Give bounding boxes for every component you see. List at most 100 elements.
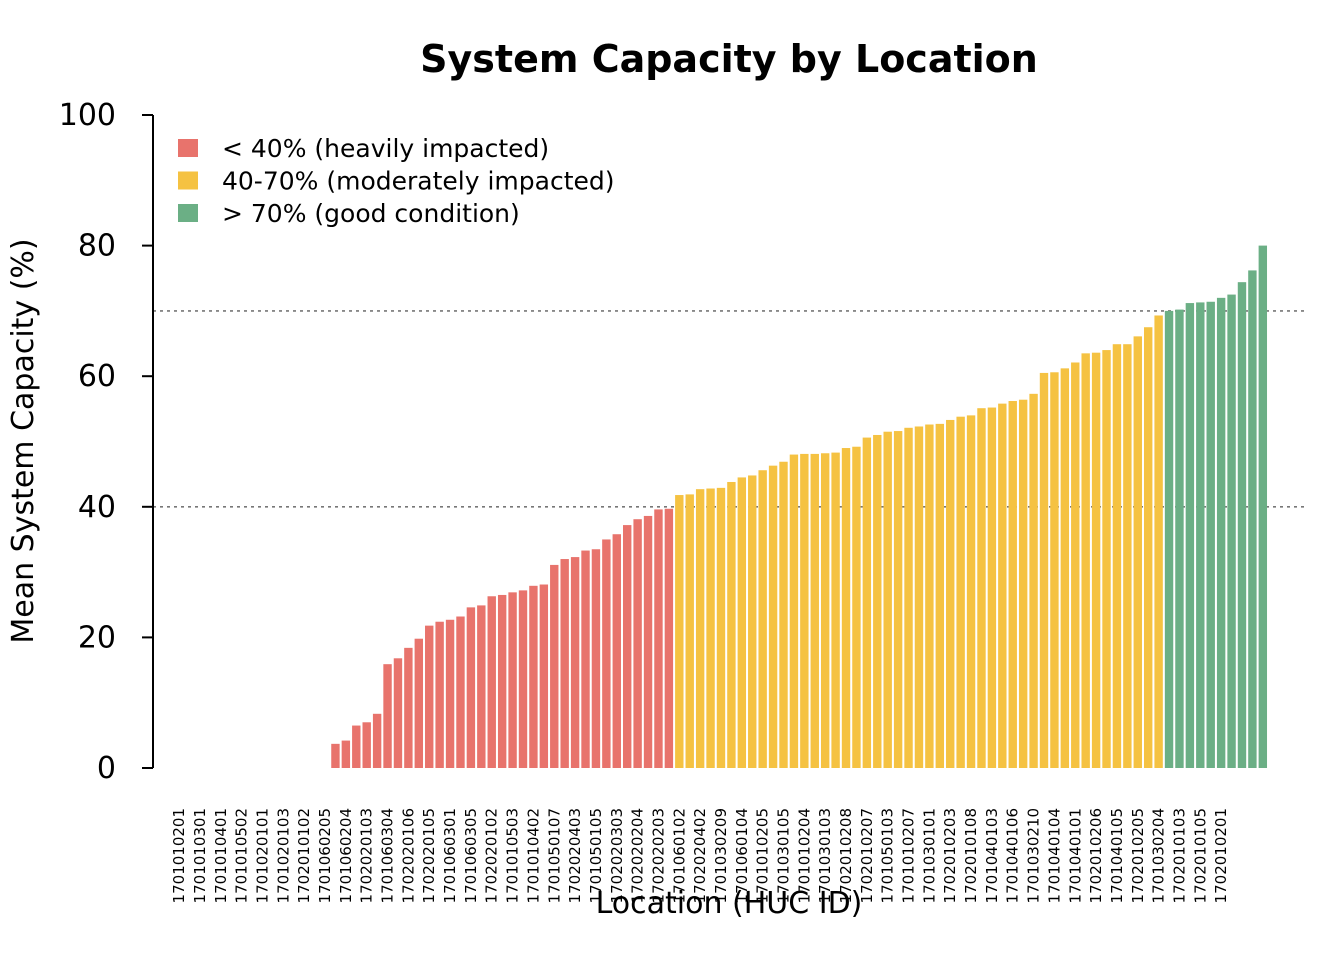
bar [987,407,997,768]
bar [800,453,809,768]
bar [841,448,851,768]
legend-label: 40-70% (moderately impacted) [222,167,615,196]
bar [445,619,455,768]
bar [1248,270,1257,768]
bar [1144,327,1153,768]
x-tick-label: 1701040104 [1045,808,1063,903]
bar [518,590,528,768]
bar [925,424,934,768]
bar [456,616,465,768]
bar [508,592,517,768]
x-tick-label: 1702020103 [358,808,376,903]
bar [341,740,351,768]
x-tick-label: 1702020204 [629,808,647,903]
bar [477,605,486,768]
x-tick-label: 1702010206 [1087,808,1105,903]
bar [1050,372,1059,768]
x-tick-label: 1702020303 [608,808,626,903]
x-tick-label: 1701010207 [900,808,918,903]
x-tick-label: 1702010102 [295,808,313,903]
bar [737,477,747,768]
x-tick-label: 1702020105 [420,808,438,903]
bar [685,494,694,768]
x-tick-label: 1702020403 [566,808,584,903]
x-tick-label: 1701050107 [545,808,563,903]
x-tick-label: 1701020103 [274,808,292,903]
x-tick-label: 1701030204 [1150,808,1168,903]
x-tick-label: 1701060205 [316,808,334,903]
bar [758,470,767,768]
x-tick-label: 1702020203 [650,808,668,903]
legend-label: < 40% (heavily impacted) [222,134,549,163]
bar [1018,399,1028,768]
bar [1237,282,1247,768]
x-tick-label: 1701030101 [920,808,938,903]
bar [372,713,382,768]
bar [748,475,757,768]
x-tick-label: 1702010207 [858,808,876,903]
bar [1154,315,1163,768]
y-tick-label: 60 [78,359,116,394]
bar [591,549,601,768]
bar [414,638,423,768]
bar [1123,344,1132,768]
bar [946,419,955,768]
bar [1091,352,1101,768]
bar [1164,310,1174,768]
bar [768,465,778,768]
chart-title: System Capacity by Location [420,37,1038,81]
bar [1060,368,1070,768]
y-tick-label: 40 [78,490,116,525]
bar [570,557,580,768]
x-tick-label: 1702020402 [691,808,709,903]
bar [633,519,642,768]
x-tick-label: 1701040105 [1108,808,1126,903]
bar [331,743,340,768]
bar [664,508,674,768]
x-tick-label: 1701010402 [524,808,542,903]
bar [914,426,924,768]
y-tick-label: 20 [78,620,116,655]
bar [466,607,476,768]
bar [1227,294,1236,768]
x-tick-label: 1701060305 [462,808,480,903]
bar [873,434,882,768]
bar [529,585,538,768]
y-axis-label: Mean System Capacity (%) [6,238,41,643]
legend-swatch [178,204,198,222]
bar [727,481,736,768]
x-tick-label: 1701040106 [1004,808,1022,903]
x-tick-label: 1701010201 [170,808,188,903]
bar [383,664,392,768]
reference-lines [153,310,1306,508]
bar [435,621,444,768]
bar [425,625,434,768]
x-tick-label: 1701010205 [754,808,772,903]
x-tick-label: 1702010203 [941,808,959,903]
bar [831,452,840,768]
bar [623,525,632,768]
bar [550,564,559,768]
y-tick-label: 0 [97,751,116,786]
bar [904,427,913,768]
bar [893,431,903,768]
bar [602,539,611,768]
x-tick-label: 1702010103 [1171,808,1189,903]
x-tick-label: 1701060102 [670,808,688,903]
legend-label: > 70% (good condition) [222,199,520,228]
x-tick-label: 1701050103 [879,808,897,903]
bar [1258,245,1268,769]
bar [1102,350,1111,768]
x-tick-label: 1701060104 [733,808,751,903]
x-tick-label: 1702020106 [399,808,417,903]
bar [706,488,715,768]
bar [998,403,1007,768]
x-axis-label: Location (HUC ID) [596,886,863,921]
bar [1133,336,1142,768]
x-tick-label: 1701020101 [254,808,272,903]
bar [862,437,872,768]
bar [654,509,663,768]
bar [1216,297,1226,768]
x-tick-label: 1701030209 [712,808,730,903]
